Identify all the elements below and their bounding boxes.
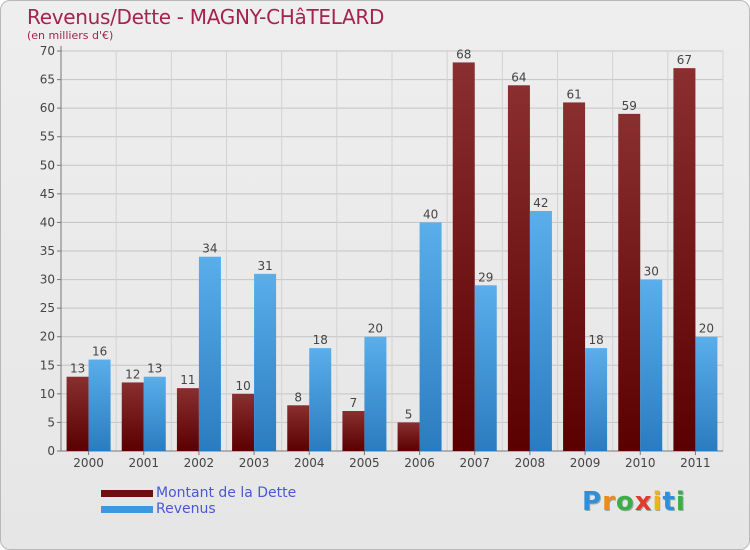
logo-letter: t xyxy=(662,487,676,517)
data-label-dette-2010: 59 xyxy=(622,99,637,113)
data-label-revenus-2004: 18 xyxy=(313,333,328,347)
y-tick-label: 70 xyxy=(40,44,55,58)
x-tick-label-2011: 2011 xyxy=(680,456,711,470)
x-tick-label-2006: 2006 xyxy=(404,456,435,470)
bar-revenus-2004 xyxy=(309,348,332,451)
bar-dette-2001 xyxy=(121,382,144,451)
x-tick-label-2001: 2001 xyxy=(128,456,159,470)
bar-dette-2000 xyxy=(66,376,89,451)
bar-revenus-2008 xyxy=(529,211,552,451)
chart-subtitle: (en milliers d'€) xyxy=(27,29,114,42)
data-label-revenus-2003: 31 xyxy=(257,259,272,273)
x-tick-label-2003: 2003 xyxy=(239,456,270,470)
data-label-revenus-2005: 20 xyxy=(368,322,383,336)
bar-dette-2004 xyxy=(287,405,310,451)
y-tick-label: 40 xyxy=(40,215,55,229)
y-tick-label: 60 xyxy=(40,101,55,115)
data-label-revenus-2010: 30 xyxy=(644,265,659,279)
bars xyxy=(66,62,718,452)
legend-label-revenus: Revenus xyxy=(156,501,216,517)
logo-letter: i xyxy=(652,487,663,517)
bar-revenus-2010 xyxy=(640,279,663,451)
data-label-dette-2006: 5 xyxy=(405,407,413,421)
y-tick-label: 10 xyxy=(40,387,55,401)
bar-dette-2003 xyxy=(232,393,255,451)
data-label-dette-2008: 64 xyxy=(511,70,526,84)
x-tick-label-2009: 2009 xyxy=(570,456,601,470)
bar-dette-2010 xyxy=(618,113,641,451)
x-tick-label-2000: 2000 xyxy=(73,456,104,470)
bar-dette-2002 xyxy=(176,388,199,451)
x-tick-label-2008: 2008 xyxy=(515,456,546,470)
data-label-revenus-2008: 42 xyxy=(533,196,548,210)
bar-revenus-2005 xyxy=(364,336,387,451)
data-label-revenus-2007: 29 xyxy=(478,270,493,284)
data-label-dette-2003: 10 xyxy=(235,379,250,393)
x-tick-label-2002: 2002 xyxy=(184,456,215,470)
data-label-revenus-2000: 16 xyxy=(92,345,107,359)
logo-letter: i xyxy=(675,487,686,517)
data-label-revenus-2009: 18 xyxy=(588,333,603,347)
grid-lines xyxy=(60,46,724,452)
bar-dette-2009 xyxy=(563,102,586,451)
y-tick-label: 65 xyxy=(40,73,55,87)
bar-revenus-2000 xyxy=(88,359,111,451)
legend-swatch-revenus xyxy=(101,506,153,513)
x-tick-label-2010: 2010 xyxy=(625,456,656,470)
data-label-revenus-2002: 34 xyxy=(202,242,217,256)
data-label-dette-2001: 12 xyxy=(125,367,140,381)
y-tick-label: 25 xyxy=(40,301,55,315)
data-label-dette-2009: 61 xyxy=(566,87,581,101)
bar-revenus-2006 xyxy=(419,222,442,451)
y-axis-ticks: 0 5 10 15 20 25 30 35 40 45 50 55 60 65 70 xyxy=(40,44,61,458)
bar-dette-2005 xyxy=(342,411,365,451)
bar-revenus-2002 xyxy=(198,256,221,451)
x-axis-ticks: 2000 2001 2002 2003 2004 2005 2006 2007 2008 2009… xyxy=(73,451,711,470)
bar-revenus-2011 xyxy=(695,336,718,451)
data-label-revenus-2011: 20 xyxy=(699,322,714,336)
x-tick-label-2007: 2007 xyxy=(459,456,490,470)
data-label-dette-2007: 68 xyxy=(456,47,471,61)
y-tick-label: 15 xyxy=(40,358,55,372)
y-tick-label: 20 xyxy=(40,330,55,344)
data-label-dette-2002: 11 xyxy=(180,373,195,387)
y-tick-label: 35 xyxy=(40,244,55,258)
y-tick-label: 50 xyxy=(40,158,55,172)
bar-dette-2007 xyxy=(452,62,475,452)
chart-title: Revenus/Dette - MAGNY-CHâTELARD xyxy=(27,5,385,29)
logo-letter: P xyxy=(582,487,603,517)
y-tick-label: 55 xyxy=(40,130,55,144)
x-tick-label-2005: 2005 xyxy=(349,456,380,470)
data-label-dette-2011: 67 xyxy=(677,53,692,67)
data-label-dette-2000: 13 xyxy=(70,362,85,376)
y-tick-label: 30 xyxy=(40,273,55,287)
bar-dette-2008 xyxy=(507,85,530,452)
bar-dette-2006 xyxy=(397,422,420,451)
legend-swatch-dette xyxy=(101,490,153,497)
data-label-revenus-2001: 13 xyxy=(147,362,162,376)
bar-revenus-2001 xyxy=(143,376,166,451)
data-label-revenus-2006: 40 xyxy=(423,207,438,221)
proxiti-logo: Proxiti xyxy=(582,487,686,517)
logo-letter: x xyxy=(634,487,653,517)
y-tick-label: 5 xyxy=(47,415,55,429)
bar-revenus-2009 xyxy=(585,348,608,451)
x-tick-label-2004: 2004 xyxy=(294,456,325,470)
bar-revenus-2003 xyxy=(254,273,277,451)
bar-dette-2011 xyxy=(673,68,696,452)
legend-label-dette: Montant de la Dette xyxy=(156,485,297,501)
data-label-dette-2005: 7 xyxy=(350,396,358,410)
logo-letter: o xyxy=(615,487,635,517)
data-label-dette-2004: 8 xyxy=(294,390,302,404)
y-tick-label: 0 xyxy=(47,444,55,458)
y-tick-label: 45 xyxy=(40,187,55,201)
data-labels: 13 16 12 13 11 34 10 31 8 18 7 20 5 40 68 29 64 42 61 18 59 3… xyxy=(70,47,714,421)
bar-revenus-2007 xyxy=(474,285,497,451)
logo-letter: r xyxy=(602,487,616,517)
